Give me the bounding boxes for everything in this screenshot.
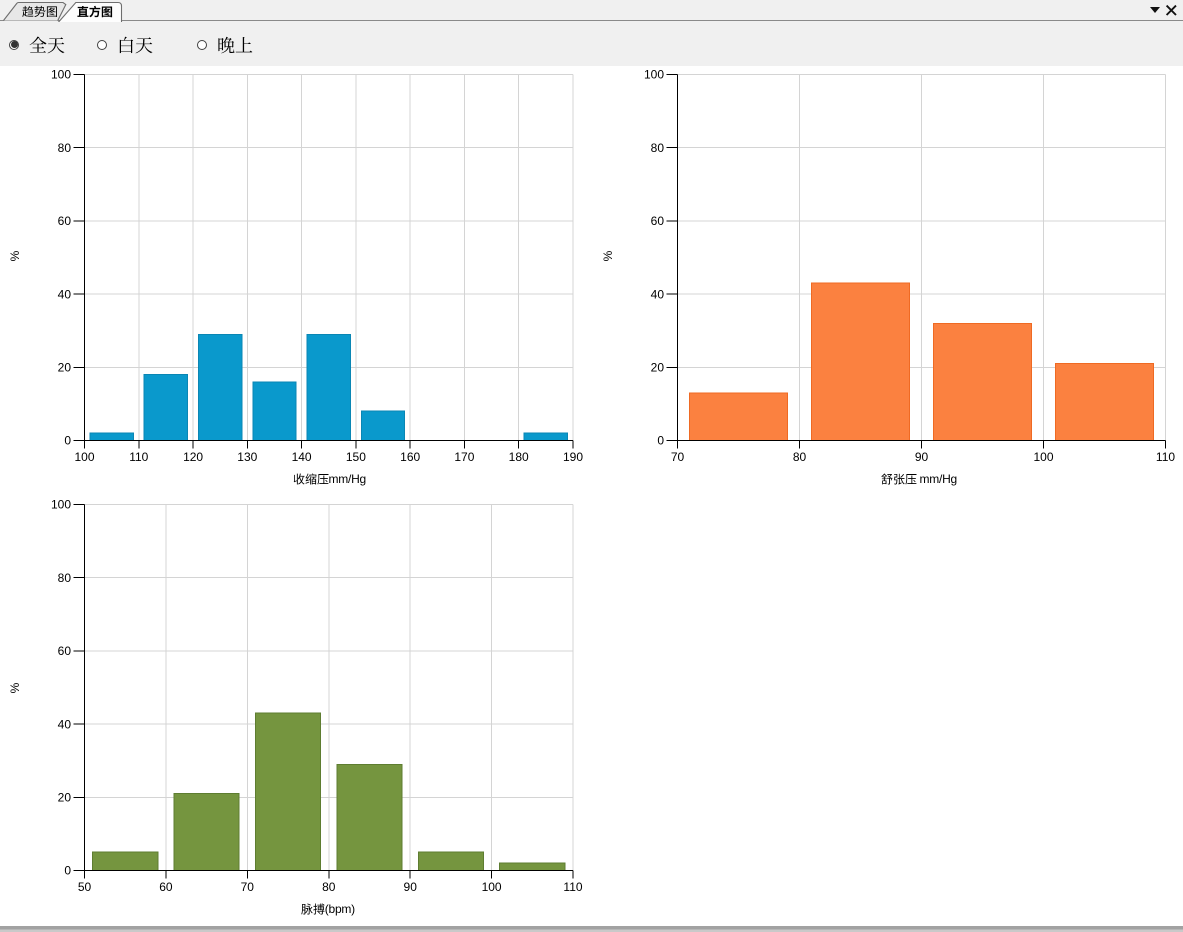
chart-systolic: 100 110 120 130 140 150 160 170 180 190 0 20 40 60 80 1… <box>51 68 583 464</box>
radio-night[interactable] <box>196 39 207 50</box>
svg-text:100: 100 <box>51 68 71 82</box>
svg-text:180: 180 <box>509 450 529 464</box>
xlabel-diastolic: mm/Hg 舒张压 <box>880 473 957 485</box>
tab-shapes <box>3 1 123 23</box>
svg-text:100: 100 <box>1033 450 1053 464</box>
radio-night-label[interactable]: 晚上 <box>217 36 253 59</box>
svg-text:100: 100 <box>482 880 502 894</box>
radio-daytime[interactable] <box>97 39 107 50</box>
radio-all-day[interactable] <box>9 39 19 50</box>
svg-text:50: 50 <box>78 880 92 894</box>
svg-text:0: 0 <box>64 434 71 448</box>
ylabel-pulse: % <box>8 682 22 693</box>
svg-text:110: 110 <box>563 880 582 894</box>
tab-histogram[interactable] <box>57 1 123 23</box>
svg-text:110: 110 <box>129 450 148 464</box>
svg-text:40: 40 <box>58 717 72 731</box>
svg-text:70: 70 <box>671 450 685 464</box>
svg-text:120: 120 <box>183 450 203 464</box>
tab-bar: 趋势图 直方图 <box>0 0 1183 23</box>
radio-all-day-label[interactable]: 全天 <box>29 36 65 59</box>
chart-diastolic: 70 80 90 100 110 0 20 40 60 80 100 <box>644 68 1175 464</box>
tab-trend-label-glyphs <box>22 5 57 17</box>
svg-text:90: 90 <box>404 880 418 894</box>
chart-pulse: 50 60 70 80 90 100 110 0 20 40 60 80 100 <box>51 498 583 894</box>
radio-night-label-glyphs <box>218 36 253 54</box>
xlabel-systolic: mm/Hg 收缩压 <box>293 473 366 485</box>
svg-text:100: 100 <box>644 68 664 82</box>
ylabel-systolic: % <box>8 250 22 262</box>
svg-text:20: 20 <box>58 791 72 805</box>
svg-text:70: 70 <box>241 880 255 894</box>
svg-text:100: 100 <box>74 450 94 464</box>
svg-text:60: 60 <box>58 644 72 658</box>
tab-histogram-label-glyphs <box>77 5 113 18</box>
radio-all-day-label-glyphs <box>29 36 65 54</box>
svg-text:100: 100 <box>51 498 71 512</box>
filter-bar: 全天 白天 晚上 <box>0 22 1183 66</box>
svg-text:20: 20 <box>651 361 665 375</box>
radio-daytime-label-glyphs <box>119 36 152 54</box>
content-panel: 100 110 120 130 140 150 160 170 180 190 0 20 40 60 80 1… <box>0 66 1183 926</box>
svg-text:20: 20 <box>58 361 72 375</box>
bottom-scrollbar[interactable] <box>0 926 1183 932</box>
svg-text:80: 80 <box>322 880 336 894</box>
svg-text:60: 60 <box>159 880 173 894</box>
svg-text:110: 110 <box>1156 450 1175 464</box>
ylabel-diastolic: % <box>601 250 615 262</box>
tab-list-dropdown-icon[interactable] <box>1150 7 1160 13</box>
svg-text:160: 160 <box>400 450 420 464</box>
radio-all-day-dot <box>10 41 18 48</box>
svg-text:40: 40 <box>58 287 72 301</box>
svg-text:80: 80 <box>651 141 665 155</box>
svg-text:0: 0 <box>657 434 664 448</box>
svg-text:60: 60 <box>651 214 665 228</box>
svg-text:150: 150 <box>346 450 366 464</box>
svg-text:130: 130 <box>237 450 257 464</box>
svg-text:90: 90 <box>915 450 929 464</box>
svg-text:0: 0 <box>64 864 71 878</box>
svg-text:80: 80 <box>58 141 72 155</box>
xlabel-diastolic-glyphs <box>880 473 916 485</box>
xlabel-pulse-glyphs <box>301 903 325 915</box>
svg-text:140: 140 <box>292 450 312 464</box>
tab-strip-border <box>0 20 1183 21</box>
tab-trend[interactable] <box>3 1 67 21</box>
svg-text:80: 80 <box>58 571 72 585</box>
svg-text:60: 60 <box>58 214 72 228</box>
radio-daytime-label[interactable]: 白天 <box>117 36 153 59</box>
svg-text:80: 80 <box>793 450 807 464</box>
close-icon[interactable] <box>1165 4 1178 17</box>
xlabel-pulse: (bpm) 脉搏 <box>301 903 355 915</box>
svg-text:40: 40 <box>651 287 665 301</box>
xlabel-systolic-glyphs <box>293 473 328 485</box>
svg-text:190: 190 <box>563 450 583 464</box>
svg-text:170: 170 <box>454 450 474 464</box>
